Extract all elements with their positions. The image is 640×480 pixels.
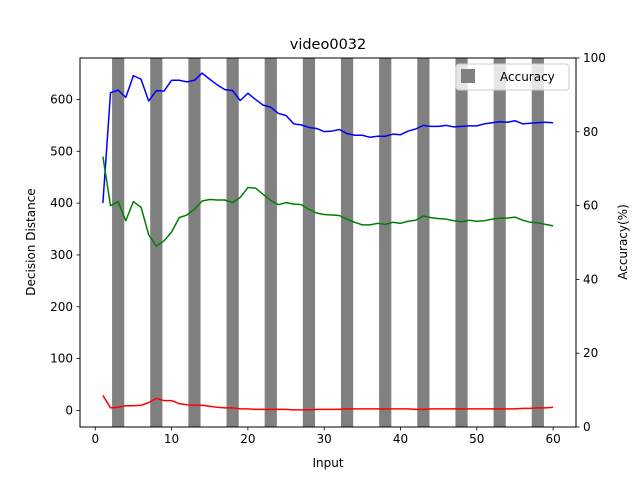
y-tick-label: 500 [50,144,73,158]
x-tick-label: 60 [545,432,560,446]
y-tick-label: 100 [50,352,73,366]
y2-tick-label: 0 [583,420,591,434]
y2-tick-label: 20 [583,346,598,360]
accuracy-bar [226,58,239,427]
y2-tick-label: 80 [583,125,598,139]
x-tick-label: 30 [317,432,332,446]
accuracy-bar [302,58,316,427]
x-tick-label: 40 [393,432,408,446]
y-tick-label: 600 [50,92,73,106]
x-tick-label: 0 [91,432,99,446]
accuracy-bar [188,58,201,427]
y-tick-label: 400 [50,196,73,210]
legend: Accuracy [455,63,570,91]
legend-swatch-accuracy [461,69,475,83]
y2-axis-label: Accuracy(%) [616,204,630,280]
x-axis-label: Input [312,456,343,470]
x-tick-label: 50 [469,432,484,446]
accuracy-bar [379,58,392,427]
series-line-3 [102,394,554,411]
accuracy-bar [531,58,544,427]
legend-box [455,63,570,91]
series-line-2 [102,156,554,247]
y2-tick-label: 100 [583,51,606,65]
y-tick-label: 300 [50,248,73,262]
accuracy-bar [493,58,506,427]
y-tick-label: 200 [50,300,73,314]
accuracy-bar [455,58,468,427]
accuracy-bar [112,58,125,427]
y-axis-label: Decision Distance [24,188,38,295]
accuracy-bar [264,58,277,427]
series-line-1 [102,72,554,204]
accuracy-bar [417,58,430,427]
accuracy-bar [150,58,163,427]
y-tick-label: 0 [65,403,73,417]
plot-frame [79,57,577,428]
legend-label-accuracy: Accuracy [500,70,555,84]
x-tick-label: 20 [240,432,255,446]
chart-title: video0032 [290,37,367,53]
accuracy-bar [340,58,354,427]
x-tick-label: 10 [164,432,179,446]
y2-tick-label: 40 [583,272,598,286]
y2-tick-label: 60 [583,199,598,213]
